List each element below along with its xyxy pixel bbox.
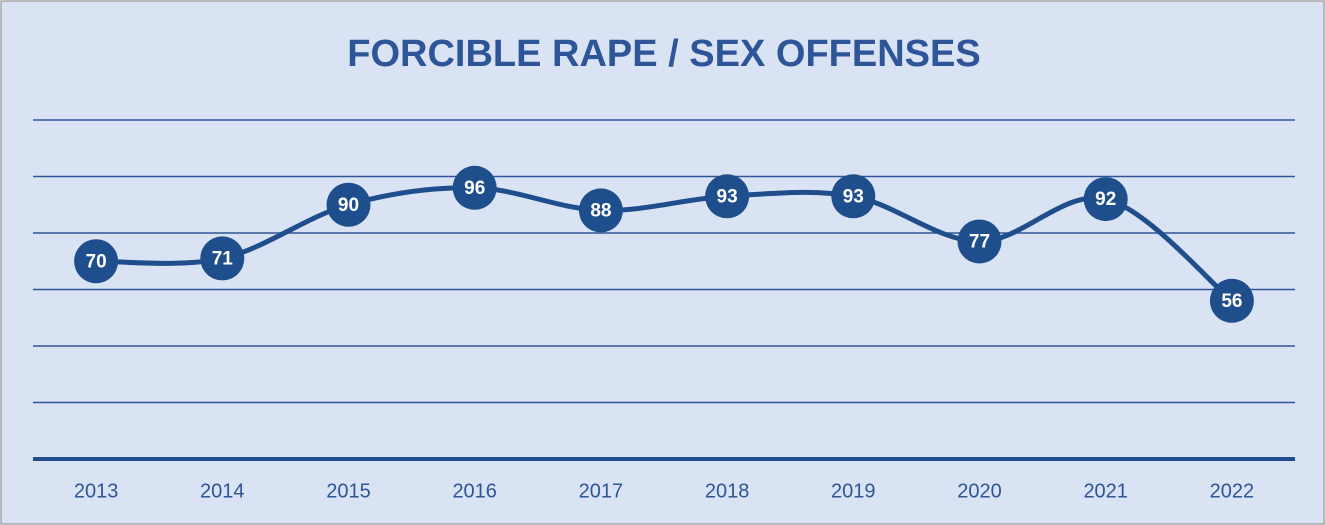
data-point bbox=[326, 182, 371, 227]
data-point bbox=[705, 174, 750, 219]
x-tick-label: 2022 bbox=[1210, 480, 1255, 502]
data-point bbox=[452, 165, 497, 210]
data-label: 93 bbox=[843, 186, 864, 207]
data-point bbox=[957, 219, 1002, 264]
data-label: 90 bbox=[338, 195, 359, 216]
data-point bbox=[200, 236, 245, 281]
data-point bbox=[831, 174, 876, 219]
data-point bbox=[74, 239, 119, 284]
x-tick-label: 2018 bbox=[705, 480, 750, 502]
x-tick-label: 2016 bbox=[452, 480, 497, 502]
data-label: 93 bbox=[717, 186, 738, 207]
line bbox=[93, 185, 1235, 304]
x-tick-label: 2019 bbox=[831, 480, 876, 502]
data-label: 70 bbox=[86, 251, 107, 272]
x-tick-label: 2013 bbox=[74, 480, 119, 502]
x-tick-label: 2017 bbox=[579, 480, 624, 502]
chart-title: FORCIBLE RAPE / SEX OFFENSES bbox=[347, 33, 980, 75]
data-label: 96 bbox=[464, 178, 485, 199]
data-label: 88 bbox=[590, 200, 611, 221]
data-label: 71 bbox=[212, 248, 234, 269]
x-tick-label: 2021 bbox=[1083, 480, 1128, 502]
data-label: 56 bbox=[1221, 291, 1242, 312]
x-tick-label: 2020 bbox=[957, 480, 1002, 502]
data-label: 92 bbox=[1095, 189, 1116, 210]
x-tick-label: 2014 bbox=[200, 480, 245, 502]
data-point bbox=[1209, 278, 1254, 323]
data-label: 77 bbox=[969, 231, 990, 252]
data-point bbox=[578, 188, 623, 233]
x-tick-label: 2015 bbox=[326, 480, 371, 502]
data-point bbox=[1083, 177, 1128, 222]
